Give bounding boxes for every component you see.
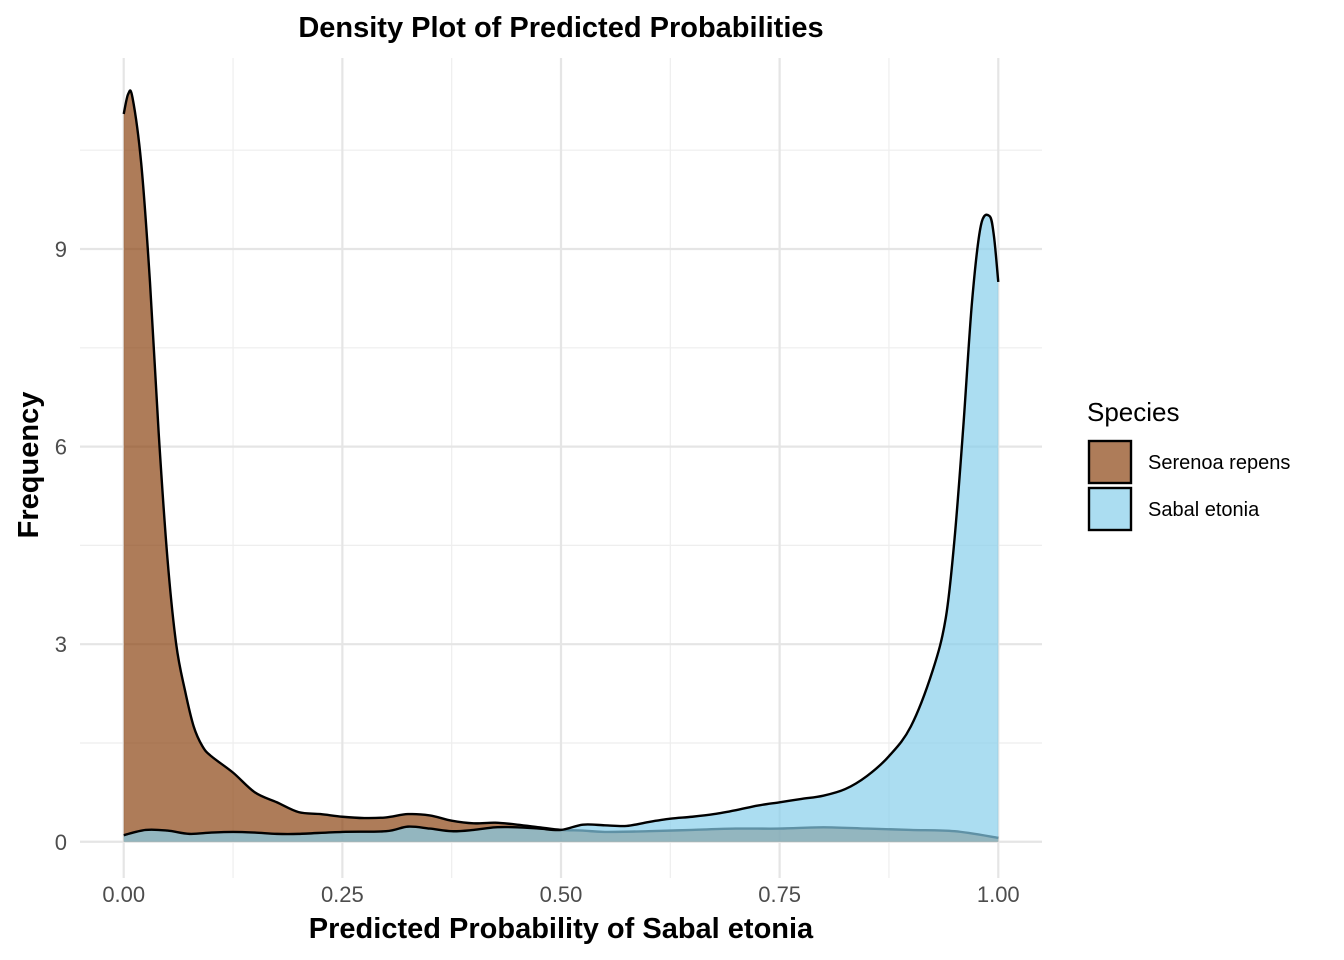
density-areas [122, 89, 1000, 842]
legend-label-sabal-etonia: Sabal etonia [1148, 499, 1260, 521]
y-tick-label: 9 [55, 237, 67, 262]
x-tick-label: 0.75 [758, 882, 801, 907]
x-axis-title: Predicted Probability of Sabal etonia [309, 913, 814, 945]
y-tick-label: 6 [55, 435, 67, 460]
x-tick-label: 1.00 [977, 882, 1020, 907]
legend: Species Serenoa repens Sabal etonia [1087, 397, 1290, 532]
density-area-sabal-etonia [123, 214, 999, 842]
x-tick-label: 0.00 [102, 882, 145, 907]
legend-title: Species [1087, 397, 1180, 427]
x-tick-label: 0.25 [321, 882, 364, 907]
legend-label-serenoa-repens: Serenoa repens [1148, 452, 1290, 474]
legend-key-sabal-etonia [1087, 486, 1133, 532]
y-axis-title: Frequency [13, 392, 45, 539]
density-area-serenoa-repens [123, 90, 999, 842]
y-tick-label: 3 [55, 632, 67, 657]
y-tick-label: 0 [55, 830, 67, 855]
x-axis-ticks: 0.00 0.25 0.50 0.75 1.00 [102, 882, 1019, 907]
legend-key-serenoa-repens [1087, 439, 1133, 485]
density-line-sabal-etonia [123, 213, 1000, 837]
chart-title: Density Plot of Predicted Probabilities [298, 12, 823, 44]
x-tick-label: 0.50 [540, 882, 583, 907]
y-axis-ticks: 0 3 6 9 [55, 237, 67, 855]
